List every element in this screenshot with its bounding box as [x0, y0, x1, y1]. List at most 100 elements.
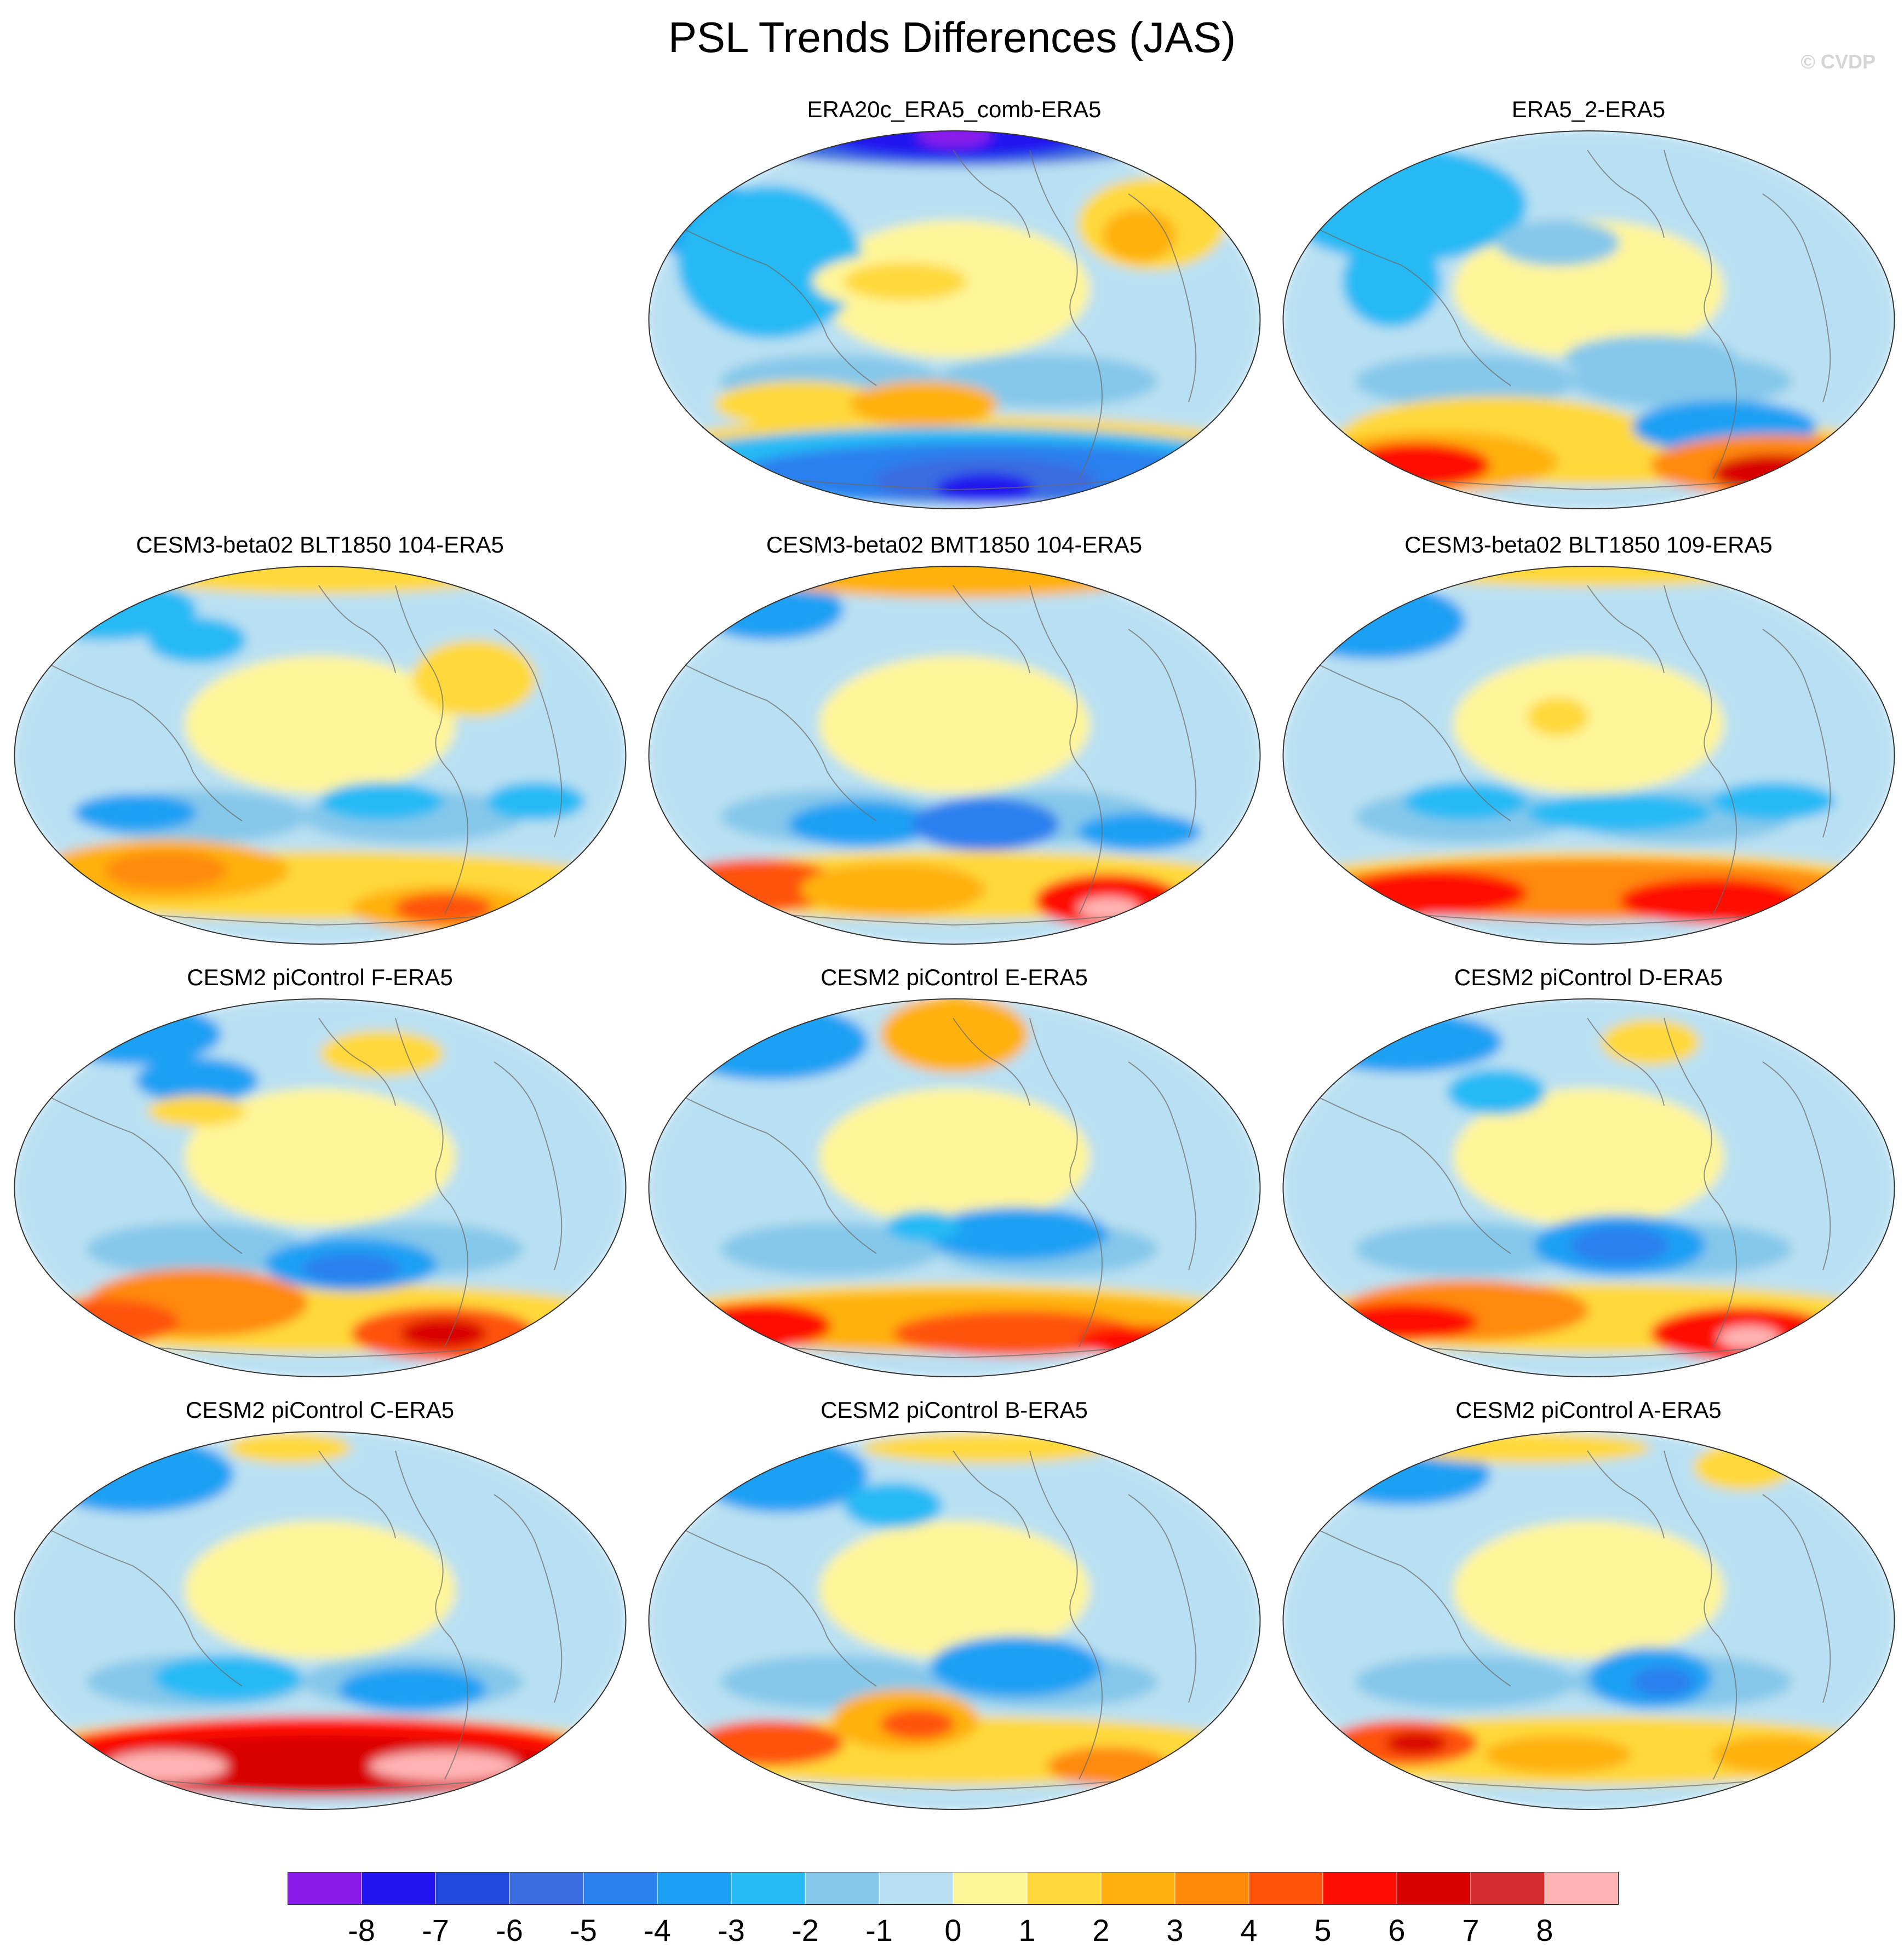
contour-region [246, 1551, 394, 1597]
coastline [679, 1527, 877, 1687]
contour-region [400, 1318, 487, 1349]
coastline [494, 1494, 563, 1703]
contour-region [369, 1751, 518, 1781]
colorbar-tick-label: -5 [570, 1913, 597, 1947]
contour-region [924, 1207, 1109, 1261]
colorbar-tick-label: 3 [1166, 1913, 1184, 1947]
colorbar-tick-label: -7 [422, 1913, 449, 1947]
coastline [1587, 1450, 1665, 1539]
map-panel: CESM3-beta02 BLT1850 104-ERA5 [8, 528, 632, 961]
coastline [44, 1527, 243, 1687]
colorbar-tick-label: 6 [1388, 1913, 1406, 1947]
coastline [1128, 193, 1197, 403]
coastline [679, 226, 877, 386]
contour-region [227, 1433, 351, 1463]
panel-title: CESM2 piControl B-ERA5 [821, 1397, 1088, 1423]
contour-region [1342, 442, 1490, 488]
map-panel: CESM2 piControl E-ERA5 [642, 961, 1266, 1394]
contour-region [185, 1088, 456, 1226]
coastline [1313, 662, 1511, 821]
contour-region [844, 262, 967, 301]
contour-region [135, 1057, 259, 1103]
map-outline [648, 998, 1261, 1377]
map-outline [1282, 1431, 1895, 1810]
coastline [1664, 1450, 1737, 1780]
contour-region [696, 1436, 868, 1513]
contour-region [677, 186, 862, 339]
contour-region [339, 1666, 487, 1712]
colorbar-swatch [288, 1872, 362, 1905]
colorbar-tick-label: -4 [644, 1913, 671, 1947]
coastline [494, 1061, 563, 1271]
contour-region [135, 566, 505, 594]
colorbar-tick-label: 8 [1536, 1913, 1553, 1947]
figure-title: PSL Trends Differences (JAS) [668, 13, 1236, 61]
colorbar-swatch [657, 1872, 732, 1905]
coastline [1029, 1018, 1103, 1347]
coastline [1029, 1450, 1103, 1780]
contour-region [1496, 220, 1620, 266]
panel-title: CESM2 piControl E-ERA5 [821, 964, 1088, 990]
map-panel: ERA20c_ERA5_comb-ERA5 [642, 93, 1266, 526]
coastline [1587, 150, 1665, 238]
contour-region [1712, 454, 1836, 492]
contour-region [412, 640, 536, 717]
coastline [395, 585, 468, 915]
contour-region [696, 1720, 844, 1766]
robinson-map [1282, 566, 1895, 945]
contour-region [1404, 1433, 1650, 1463]
coastline [953, 1450, 1030, 1539]
contour-region [73, 794, 197, 832]
contour-region [886, 1211, 961, 1241]
contour-region [819, 1521, 1090, 1659]
contour-region [1619, 878, 1805, 924]
colorbar-tick-label: -1 [865, 1913, 893, 1947]
contour-region [1712, 1735, 1836, 1774]
panel-title: CESM2 piControl C-ERA5 [185, 1397, 455, 1423]
colorbar-swatch [509, 1872, 584, 1905]
colorbar-tick-label: 2 [1092, 1913, 1110, 1947]
coastline [679, 1094, 877, 1254]
colorbar [288, 1872, 1619, 1905]
colorbar-tick-label: -3 [718, 1913, 745, 1947]
colorbar-swatch [805, 1872, 880, 1905]
coastline [1762, 193, 1831, 403]
colorbar-swatch [1544, 1872, 1619, 1905]
contour-region [1404, 566, 1774, 587]
coastline [953, 1018, 1030, 1106]
contour-region [147, 617, 246, 663]
robinson-map [648, 1431, 1261, 1810]
map-outline [14, 566, 627, 945]
colorbar-swatch [1248, 1872, 1323, 1905]
contour-region [819, 1088, 1090, 1226]
contour-region [1712, 782, 1836, 820]
colorbar-swatch [583, 1872, 658, 1905]
contour-region [49, 1004, 222, 1065]
contour-region [880, 999, 1029, 1073]
colorbar-swatch [1100, 1872, 1175, 1905]
coastline [1029, 585, 1103, 915]
map-outline [1282, 130, 1895, 509]
coastline [1664, 1018, 1737, 1347]
map-panel: ERA5_2-ERA5 [1276, 93, 1901, 526]
contour-region [1047, 1747, 1171, 1785]
map-outline [648, 130, 1261, 509]
map-outline [14, 1431, 627, 1810]
coastline [44, 1094, 243, 1254]
contour-region [1447, 1069, 1546, 1115]
colorbar-tick-label: 5 [1314, 1913, 1332, 1947]
contour-region [1102, 209, 1177, 262]
map-outline [14, 998, 627, 1377]
contour-region [320, 1031, 444, 1077]
contour-region [104, 851, 228, 889]
coastline [494, 629, 563, 838]
contour-region [1305, 1011, 1502, 1073]
coastline [395, 1450, 468, 1780]
contour-region [917, 131, 991, 147]
coastline [953, 150, 1030, 238]
panel-title: ERA20c_ERA5_comb-ERA5 [807, 96, 1102, 122]
contour-region [1693, 1444, 1792, 1490]
contour-region [1632, 1666, 1694, 1697]
colorbar-swatch [1396, 1872, 1471, 1905]
contour-region [1342, 870, 1527, 916]
